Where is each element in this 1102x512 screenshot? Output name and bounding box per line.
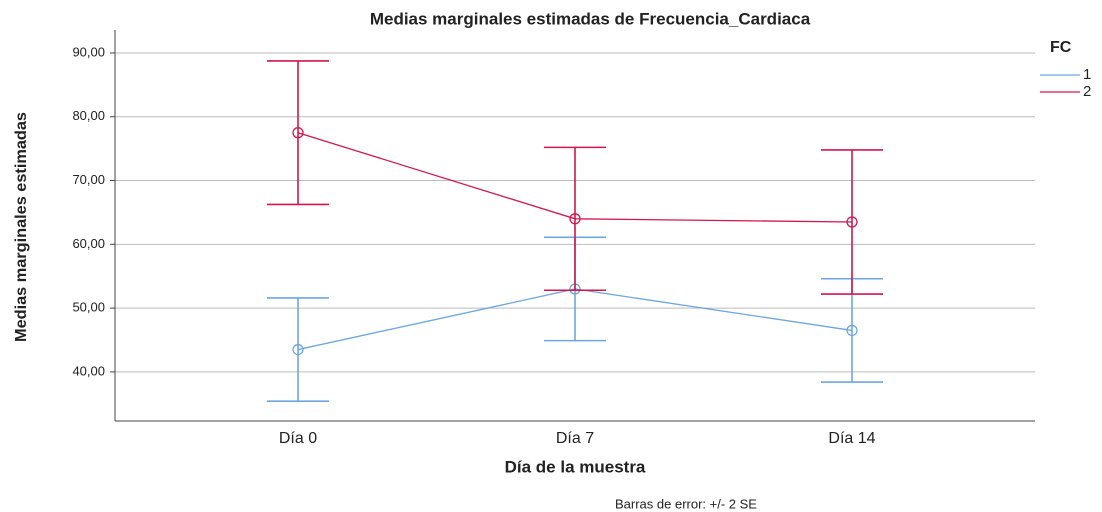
legend-label: 2 — [1083, 83, 1091, 100]
legend-label: 1 — [1083, 66, 1091, 83]
error-bar — [544, 146, 606, 292]
point-marker — [569, 213, 581, 225]
y-tick-label: 60,00 — [72, 236, 105, 251]
point-marker — [292, 343, 304, 356]
point-marker — [292, 127, 304, 139]
legend-title: FC — [1050, 39, 1072, 56]
x-tick-label: Día 7 — [556, 430, 594, 447]
error-bar — [821, 149, 883, 295]
error-bar — [267, 297, 329, 403]
y-axis-label: Medias marginales estimadas — [13, 112, 30, 342]
y-tick-label: 40,00 — [72, 363, 105, 378]
y-tick-label: 70,00 — [72, 172, 105, 187]
error-bar — [267, 60, 329, 206]
chart-title: Medias marginales estimadas de Frecuenci… — [370, 9, 811, 28]
y-tick-label: 90,00 — [72, 44, 105, 59]
point-marker — [846, 324, 858, 337]
x-tick-label: Día 0 — [279, 430, 317, 447]
footnote: Barras de error: +/- 2 SE — [615, 496, 757, 511]
x-axis-label: Día de la muestra — [505, 457, 646, 476]
y-tick-label: 80,00 — [72, 108, 105, 123]
y-tick-label: 50,00 — [72, 300, 105, 315]
point-marker — [846, 216, 858, 228]
x-tick-label: Día 14 — [828, 430, 875, 447]
